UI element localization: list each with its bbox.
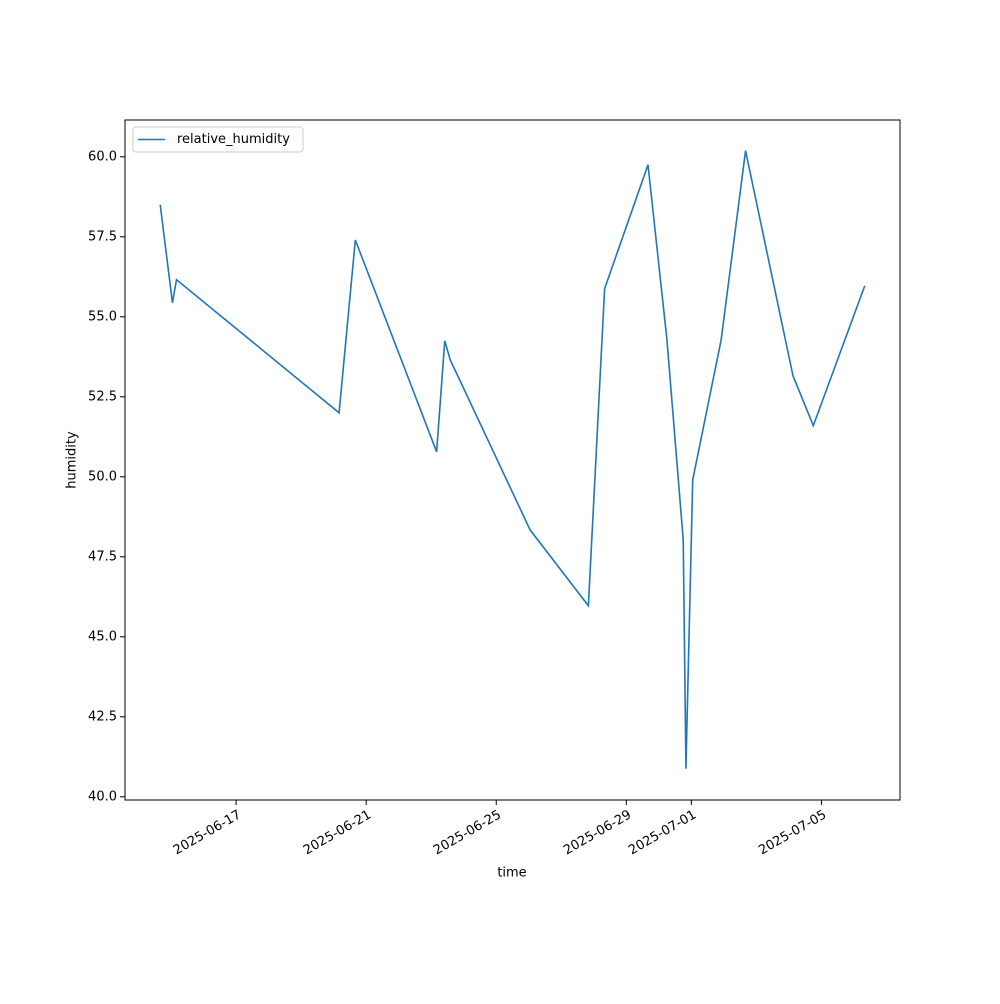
y-tick-label: 47.5 [88,549,117,564]
legend-box [132,126,304,153]
y-tick-label: 55.0 [88,309,117,324]
y-tick-label: 40.0 [88,789,117,804]
y-tick-label: 50.0 [88,469,117,484]
y-tick-label: 60.0 [88,149,117,164]
plot-frame [124,119,901,801]
y-tick-label: 42.5 [88,709,117,724]
data-line [159,150,866,769]
y-tick-label: 52.5 [88,389,117,404]
y-tick-label: 57.5 [88,229,117,244]
y-axis-label: humidity [65,431,80,489]
legend-label: relative_humidity [177,132,290,147]
y-tick-label: 45.0 [88,629,117,644]
x-axis-label: time [497,866,526,881]
